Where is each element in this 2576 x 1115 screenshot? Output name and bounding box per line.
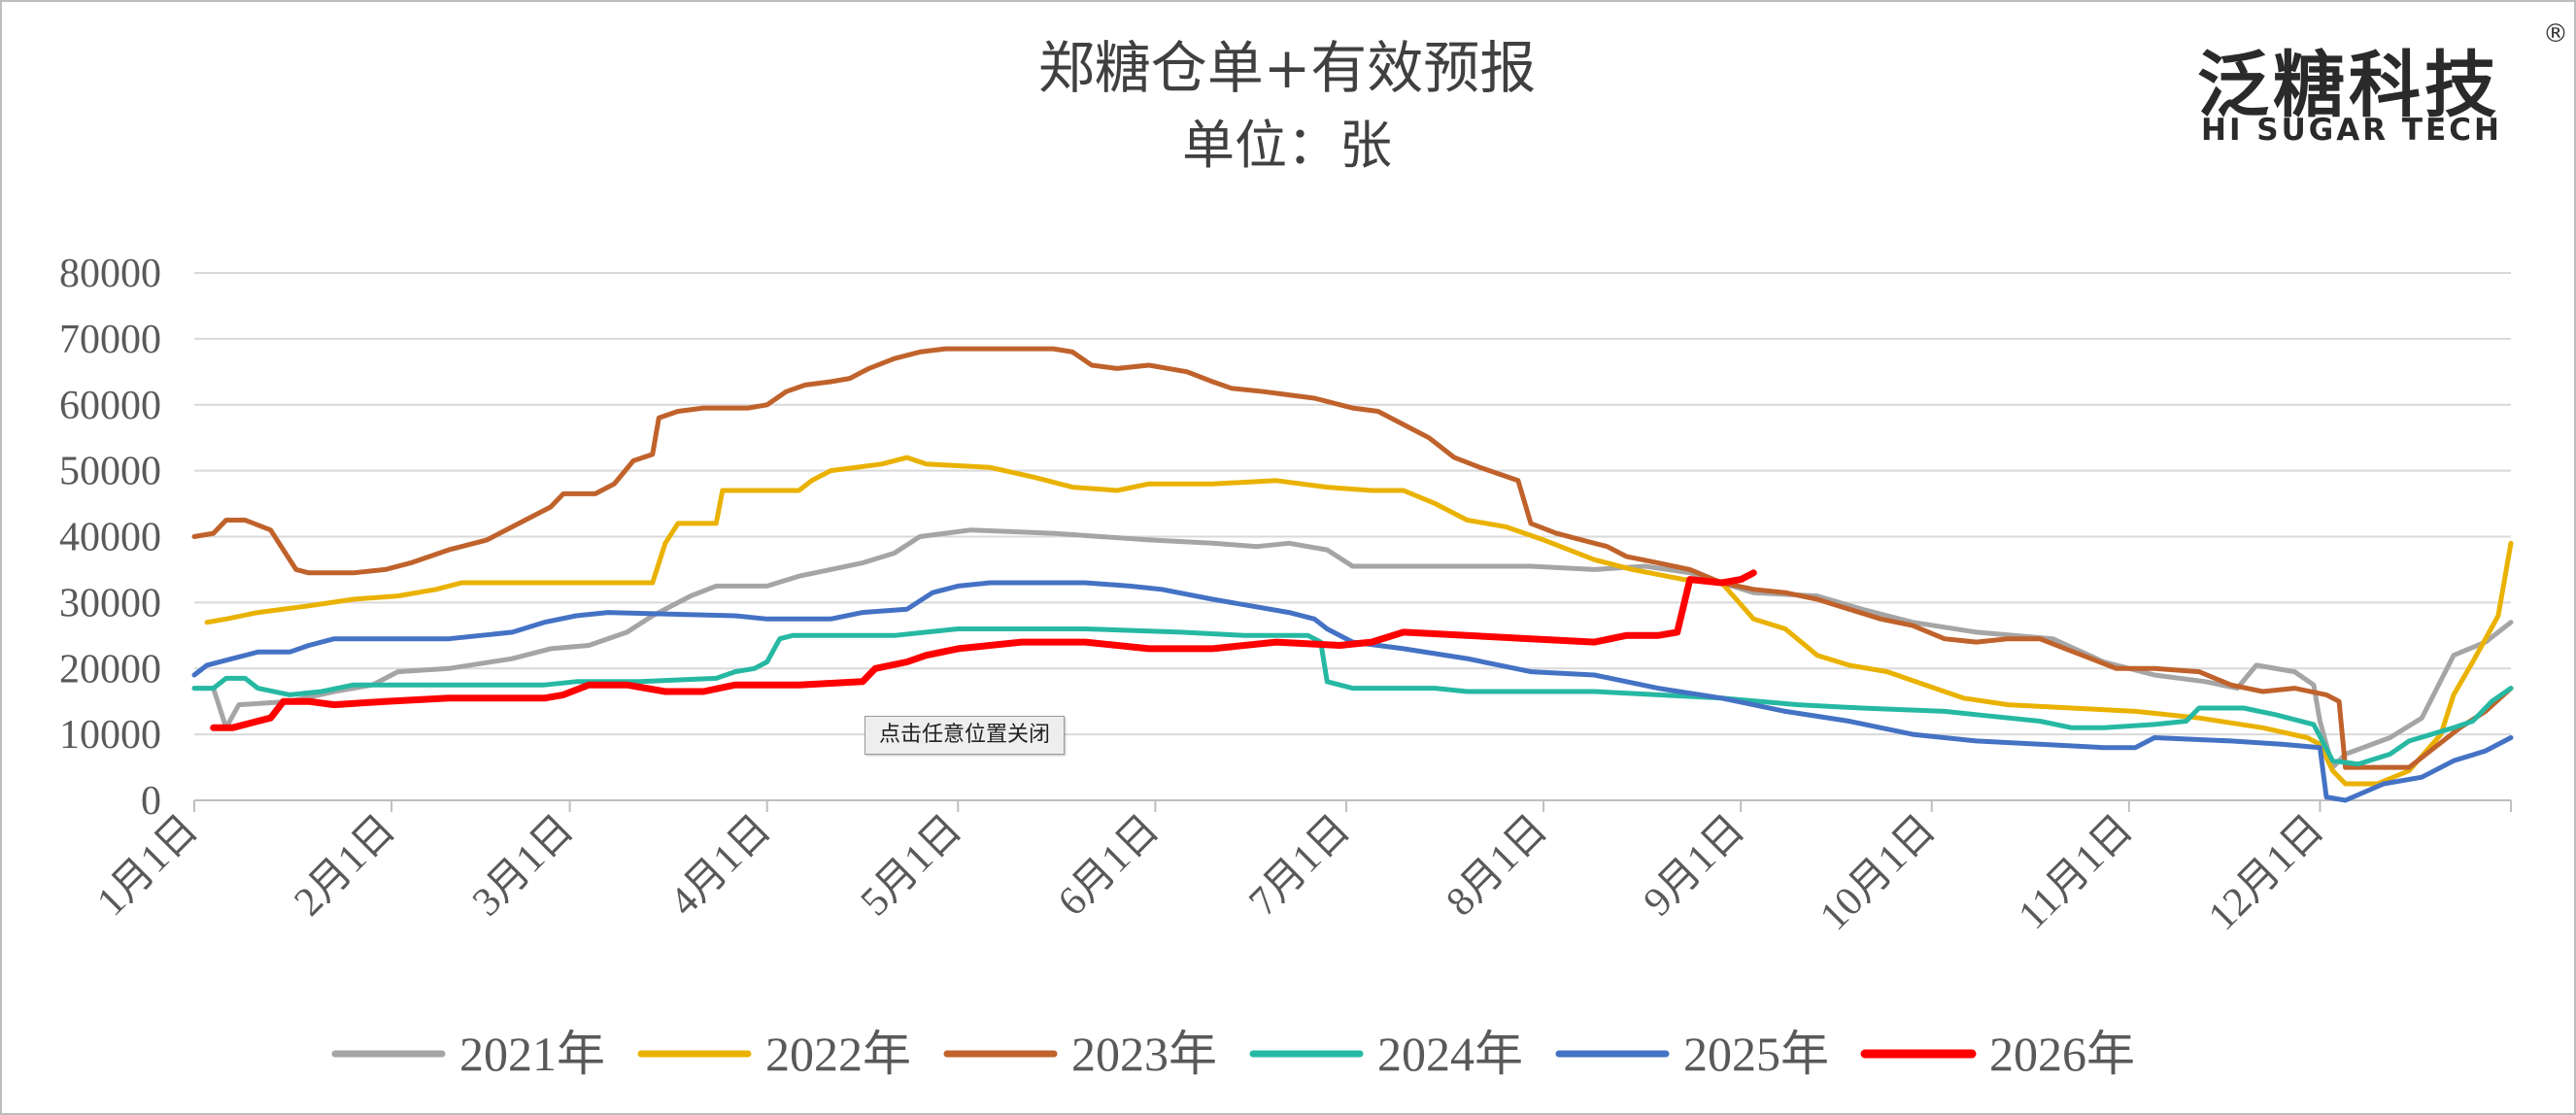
legend-item[interactable]: 2024年 — [1249, 1027, 1523, 1081]
x-tick-label: 3月1日 — [464, 807, 583, 926]
x-tick-label: 8月1日 — [1439, 807, 1557, 926]
x-tick-label: 4月1日 — [661, 807, 780, 926]
x-tick-label: 7月1日 — [1240, 807, 1359, 926]
y-tick-label: 30000 — [59, 581, 161, 625]
brand-logo: 泛糖科技 HI SUGAR TECH ® — [2197, 19, 2568, 153]
x-tick-label: 12月1日 — [2200, 807, 2332, 939]
legend-label: 2022年 — [765, 1027, 911, 1081]
x-tick-labels: 1月1日 2月1日 3月1日 4月1日 5月1日 6月1日 7月1日 8月1日 9月1日 10月1… — [88, 807, 2332, 939]
y-tick-label: 50000 — [59, 450, 161, 494]
x-tick-label: 9月1日 — [1636, 807, 1754, 926]
series-line-2021年 — [191, 527, 2514, 770]
x-tick-label: 10月1日 — [1812, 807, 1944, 939]
series-line-2023年 — [191, 346, 2514, 770]
logo-name-cn: 泛糖科技 — [2197, 44, 2500, 127]
registered-mark: ® — [2543, 19, 2568, 49]
legend[interactable]: 2021年 2022年 2023年 2024年 2025年 2026年 — [331, 1027, 2135, 1081]
close-tooltip-button[interactable]: 点击任意位置关闭 — [864, 716, 1066, 755]
legend-label: 2025年 — [1683, 1027, 1829, 1081]
series-line-2025年 — [191, 580, 2514, 803]
series-line-2022年 — [204, 455, 2514, 787]
legend-item[interactable]: 2022年 — [637, 1027, 911, 1081]
logo-name-en: HI SUGAR TECH — [2201, 113, 2502, 148]
x-tick-label: 6月1日 — [1050, 807, 1169, 926]
series-line-2024年 — [191, 626, 2514, 767]
y-tick-label: 60000 — [59, 384, 161, 428]
y-tick-label: 0 — [141, 779, 161, 824]
x-tick-label: 1月1日 — [88, 807, 207, 926]
chart-title: 郑糖仓单+有效预报 — [1038, 35, 1537, 101]
y-tick-label: 20000 — [59, 647, 161, 692]
series-line-2026年 — [210, 569, 1757, 731]
legend-item[interactable]: 2021年 — [331, 1027, 605, 1081]
x-tick-label: 5月1日 — [853, 807, 971, 926]
y-axis: 0 10000 20000 30000 40000 50000 60000 70000 8000… — [59, 252, 161, 824]
legend-item[interactable]: 2026年 — [1860, 1027, 2135, 1081]
legend-label: 2021年 — [459, 1027, 605, 1081]
y-tick-label: 10000 — [59, 713, 161, 758]
legend-label: 2023年 — [1071, 1027, 1217, 1081]
x-tick-label: 2月1日 — [287, 807, 405, 926]
legend-label: 2024年 — [1377, 1027, 1523, 1081]
y-tick-label: 70000 — [59, 318, 161, 362]
x-tick-label: 11月1日 — [2011, 807, 2142, 938]
chart-subtitle: 单位：张 — [1182, 115, 1392, 176]
legend-item[interactable]: 2023年 — [943, 1027, 1217, 1081]
series-lines — [191, 346, 2514, 803]
y-tick-label: 80000 — [59, 252, 161, 296]
legend-label: 2026年 — [1989, 1027, 2135, 1081]
y-tick-label: 40000 — [59, 516, 161, 560]
x-axis — [193, 799, 2512, 812]
legend-item[interactable]: 2025年 — [1555, 1027, 1829, 1081]
gridlines — [194, 272, 2511, 736]
